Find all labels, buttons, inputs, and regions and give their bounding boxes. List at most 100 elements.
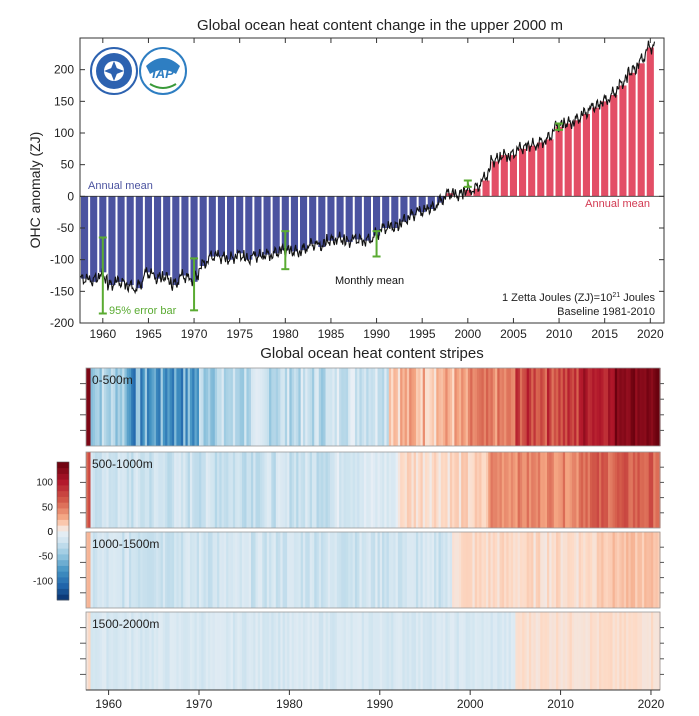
stripe — [608, 612, 611, 690]
annual-bar — [646, 47, 654, 197]
stripe — [583, 532, 587, 608]
stripe — [474, 532, 478, 608]
stripe — [578, 612, 582, 690]
stripe — [655, 452, 659, 528]
stripe — [330, 612, 333, 690]
stripe — [413, 452, 417, 528]
stripe — [637, 368, 641, 446]
error-bar-label: 95% error bar — [109, 305, 177, 317]
stripe — [526, 612, 530, 690]
stripe — [318, 532, 322, 608]
stripe — [192, 452, 196, 528]
stripe — [395, 612, 399, 690]
stripe — [465, 452, 469, 528]
stripe — [406, 452, 410, 528]
stripe — [115, 452, 119, 528]
stripe — [296, 532, 300, 608]
stripe — [571, 612, 575, 690]
stripe — [400, 612, 403, 690]
stripe — [571, 368, 575, 446]
stripe — [585, 612, 589, 690]
stripe — [271, 612, 275, 690]
stripe — [271, 452, 275, 528]
stripe — [357, 612, 361, 690]
stripe — [447, 452, 451, 528]
stripe — [415, 612, 419, 690]
annual-bar — [610, 95, 618, 197]
stripe — [431, 368, 435, 446]
stripe — [334, 612, 338, 690]
annual-bar — [199, 196, 207, 266]
stripe — [325, 612, 329, 690]
stripe — [621, 452, 625, 528]
stripe — [287, 532, 290, 608]
stripe — [153, 368, 157, 446]
stripe — [196, 368, 200, 446]
stripe — [348, 368, 352, 446]
stripe — [278, 368, 281, 446]
stripe — [474, 612, 478, 690]
stripe — [574, 368, 577, 446]
stripe — [350, 368, 354, 446]
stripe — [158, 612, 162, 690]
stripe — [198, 452, 202, 528]
stripe — [373, 452, 376, 528]
stripe — [101, 452, 105, 528]
stripe — [447, 532, 451, 608]
stripe — [307, 532, 311, 608]
stripe — [467, 532, 471, 608]
annual-bar — [190, 196, 198, 282]
stripe — [447, 612, 451, 690]
stripe — [108, 612, 112, 690]
stripe — [578, 532, 582, 608]
stripe — [623, 532, 627, 608]
stripe — [309, 452, 313, 528]
stripe — [311, 368, 315, 446]
stripe — [517, 532, 521, 608]
stripe — [515, 532, 519, 608]
stripe — [397, 452, 401, 528]
stripe — [553, 532, 557, 608]
annual-bar — [373, 196, 381, 236]
stripe — [400, 532, 403, 608]
stripe — [219, 368, 223, 446]
stripe — [316, 452, 320, 528]
colorbar-cell — [57, 462, 69, 469]
stripe — [429, 612, 433, 690]
colorbar-cell — [57, 513, 69, 520]
stripe — [86, 452, 89, 528]
stripe — [171, 532, 175, 608]
stripe — [334, 452, 338, 528]
stripe — [124, 612, 128, 690]
stripe — [492, 368, 496, 446]
annual-bar — [409, 196, 417, 216]
stripe — [458, 368, 462, 446]
stripe — [605, 452, 609, 528]
stripe — [547, 532, 550, 608]
colorbar-cell — [57, 559, 69, 566]
stripe — [578, 452, 582, 528]
stripe — [192, 368, 196, 446]
stripe — [474, 452, 478, 528]
stripe — [406, 532, 410, 608]
stripe — [212, 532, 216, 608]
stripe — [644, 612, 648, 690]
colorbar-tick-label: 0 — [47, 527, 53, 538]
stripe — [650, 452, 654, 528]
stripe — [158, 532, 162, 608]
stripe — [393, 368, 397, 446]
annual-bar — [482, 180, 490, 197]
stripe — [298, 452, 302, 528]
stripe — [147, 612, 150, 690]
stripe — [452, 368, 455, 446]
stripe — [657, 452, 661, 528]
stripe — [382, 612, 385, 690]
stripe — [174, 612, 177, 690]
stripe — [158, 368, 162, 446]
stripe — [237, 368, 241, 446]
stripe — [269, 532, 272, 608]
stripe — [648, 612, 652, 690]
stripe — [302, 532, 306, 608]
stripe — [458, 612, 462, 690]
stripe — [467, 452, 471, 528]
